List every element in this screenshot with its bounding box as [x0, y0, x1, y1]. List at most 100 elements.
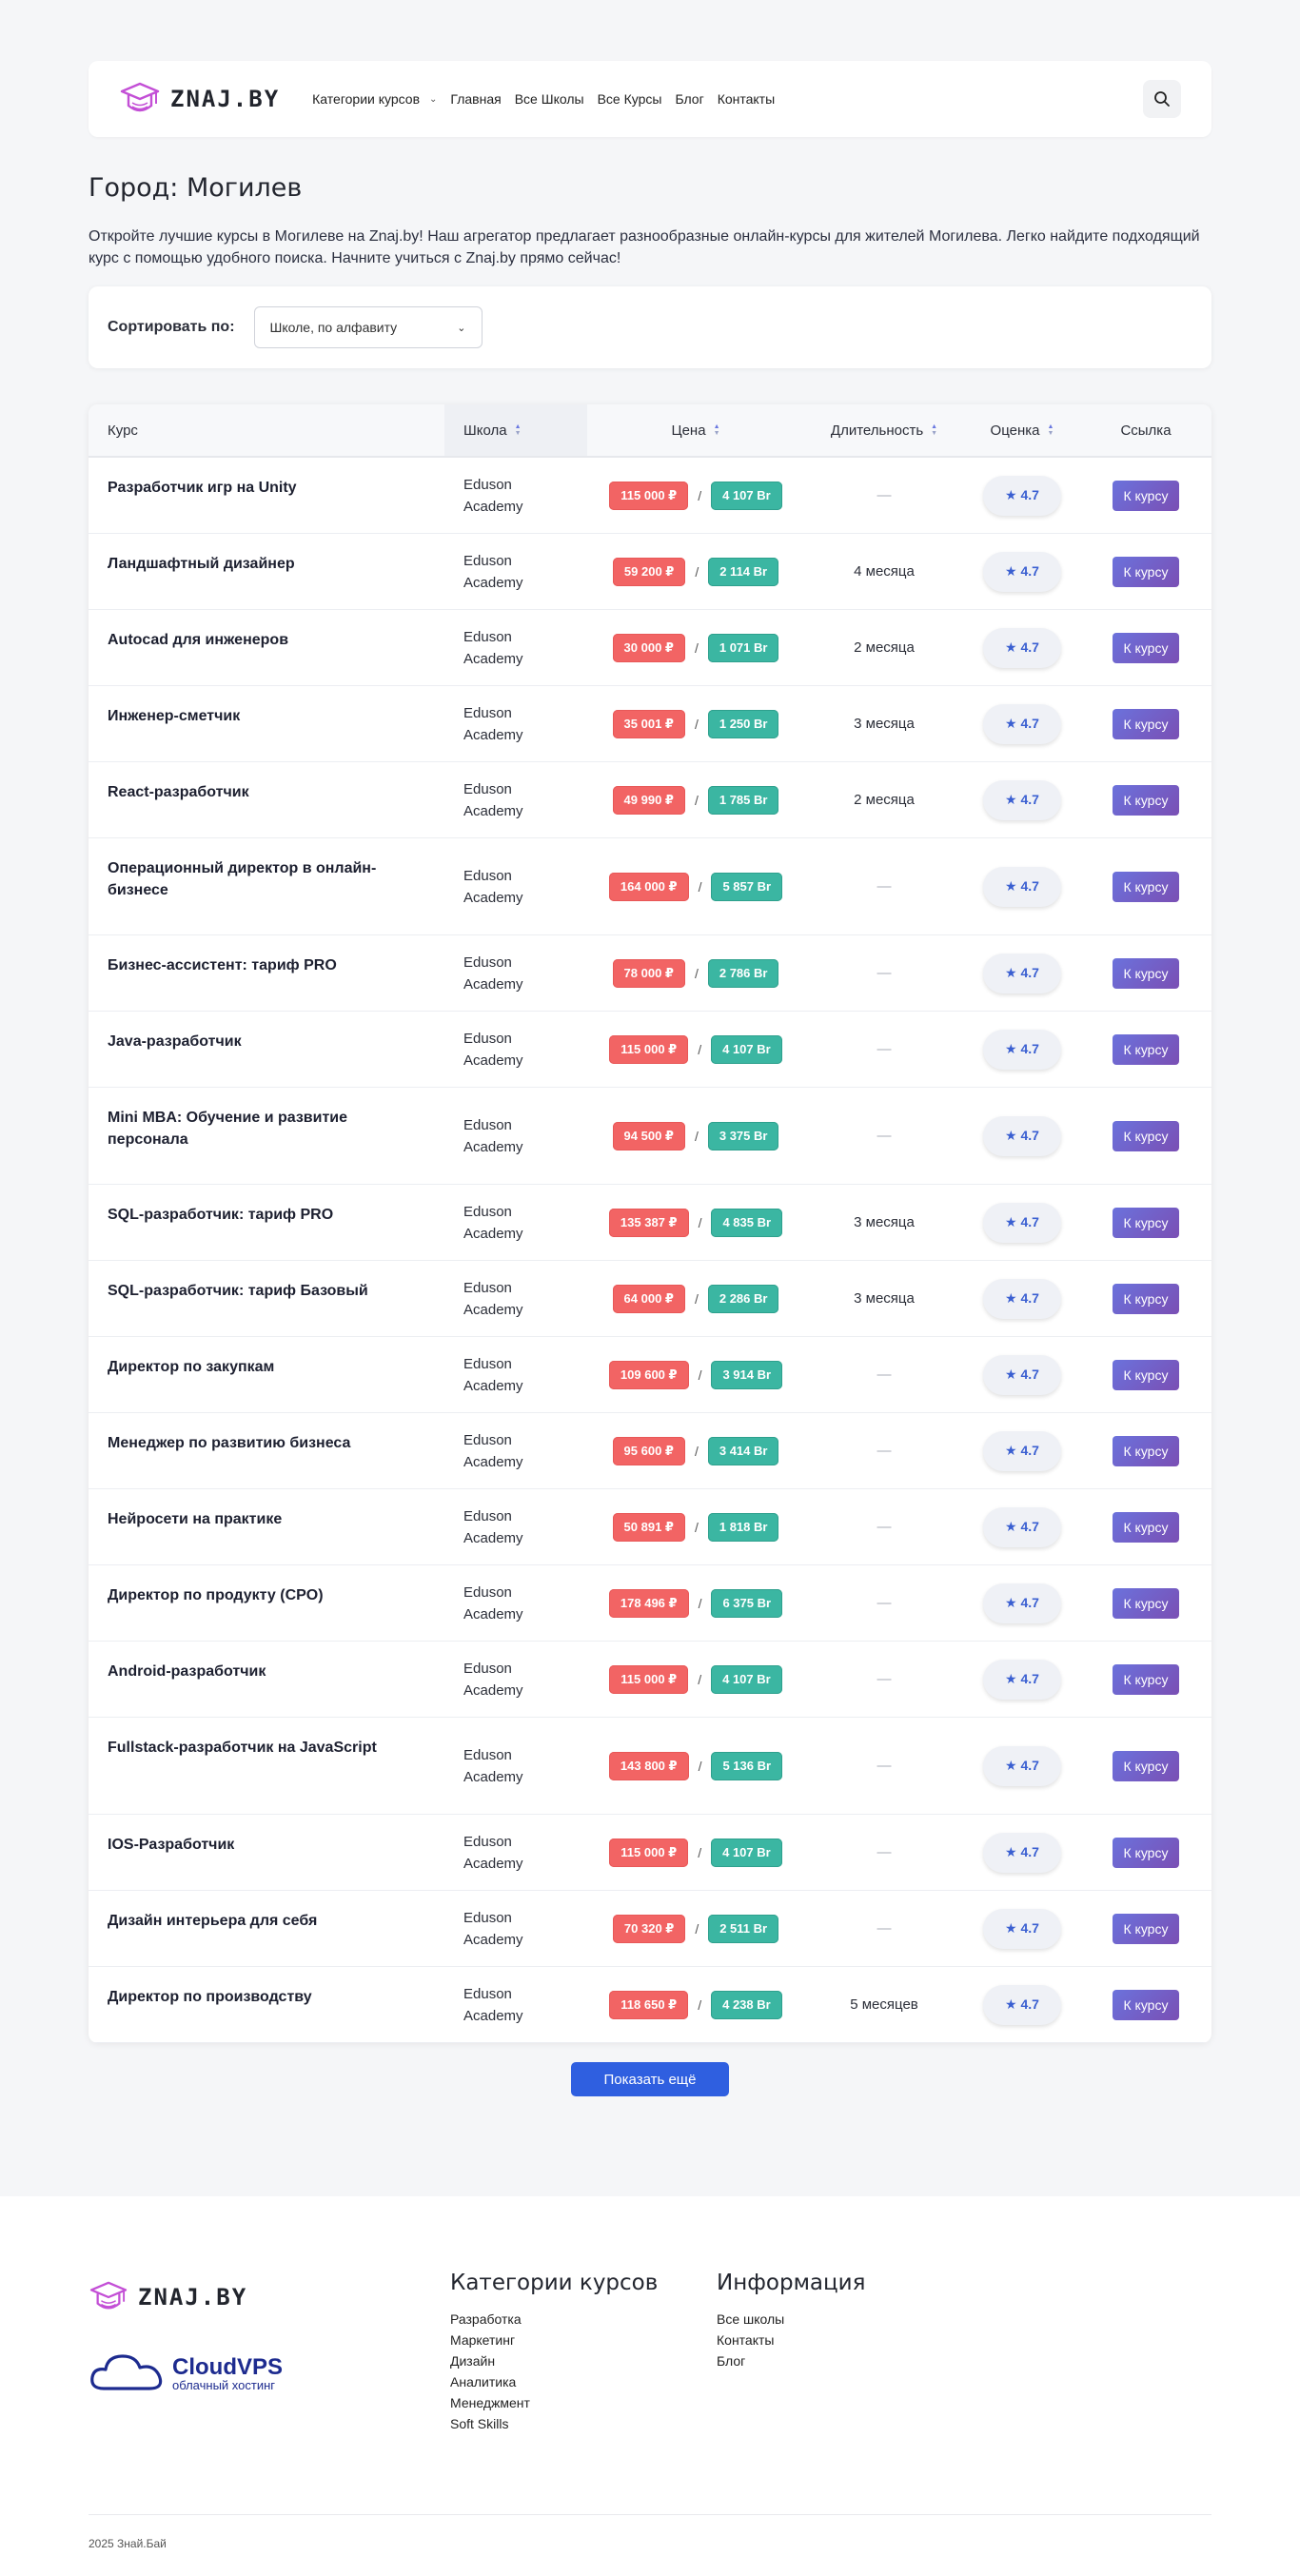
course-title-text: IOS-Разработчик [108, 1837, 235, 1853]
course-link-button[interactable]: К курсу [1112, 556, 1180, 587]
cloud-icon [90, 2354, 163, 2390]
footer-info-link[interactable]: Блог [717, 2353, 746, 2369]
rating-badge: ★ 4.7 [983, 1908, 1061, 1949]
course-link-button[interactable]: К курсу [1112, 632, 1180, 663]
copyright: 2025 Знай.Бай [89, 2537, 167, 2550]
course-link-button[interactable]: К курсу [1112, 871, 1180, 902]
school-name-text: Eduson Academy [463, 552, 523, 591]
course-title: Android-разработчик [89, 1642, 444, 1717]
price-cell: 178 496 ₽ / 6 375 Br [587, 1565, 804, 1641]
footer-logo[interactable]: ZNAJ.BY [89, 2280, 247, 2314]
school-name: Eduson Academy [444, 1413, 587, 1488]
course-link-button[interactable]: К курсу [1112, 1837, 1180, 1868]
footer-info-link[interactable]: Контакты [717, 2332, 775, 2348]
th-school[interactable]: Школа ▲ ▼ [444, 404, 587, 456]
footer-category-link[interactable]: Soft Skills [450, 2416, 509, 2431]
nav-home[interactable]: Главная [450, 91, 502, 107]
sort-label: Сортировать по: [108, 319, 235, 335]
course-link-button[interactable]: К курсу [1112, 1511, 1180, 1543]
rating-cell: ★ 4.7 [964, 1413, 1080, 1488]
search-button[interactable] [1143, 80, 1181, 118]
course-link-button[interactable]: К курсу [1112, 784, 1180, 816]
price-separator: / [694, 1519, 699, 1535]
duration-cell: — [804, 1337, 964, 1412]
school-name-text: Eduson Academy [463, 867, 523, 906]
nav-contacts[interactable]: Контакты [717, 91, 776, 107]
price-separator: / [695, 563, 699, 580]
rating-cell: ★ 4.7 [964, 458, 1080, 533]
course-link-button[interactable]: К курсу [1112, 1587, 1180, 1619]
price-pair: 143 800 ₽ / 5 136 Br [608, 1751, 783, 1780]
nav-all-schools[interactable]: Все Школы [514, 91, 584, 107]
th-rating[interactable]: Оценка ▲ ▼ [964, 404, 1080, 456]
school-name: Eduson Academy [444, 1718, 587, 1814]
price-cell: 115 000 ₽ / 4 107 Br [587, 1642, 804, 1717]
school-name: Eduson Academy [444, 686, 587, 761]
nav-categories[interactable]: Категории курсов ⌄ [312, 91, 437, 107]
table-row: SQL-разработчик: тариф PRO Eduson Academ… [89, 1185, 1211, 1261]
price-separator: / [694, 1290, 699, 1307]
table-row: Операционный директор в онлайн-бизнесе E… [89, 838, 1211, 935]
school-name-text: Eduson Academy [463, 704, 523, 743]
course-link-button[interactable]: К курсу [1112, 480, 1180, 511]
price-rub-badge: 115 000 ₽ [609, 481, 689, 510]
course-link-button[interactable]: К курсу [1112, 1750, 1180, 1781]
cloudvps-banner[interactable]: CloudVPS облачный хостинг [89, 2349, 283, 2392]
sort-select[interactable]: Школе, по алфавиту ⌄ [253, 306, 483, 348]
nav-blog[interactable]: Блог [675, 91, 704, 107]
duration-cell: — [804, 458, 964, 533]
price-cell: 94 500 ₽ / 3 375 Br [587, 1088, 804, 1184]
course-link-button[interactable]: К курсу [1112, 708, 1180, 739]
footer-info-title: Информация [717, 2271, 866, 2295]
table-row: Директор по закупкам Eduson Academy 109 … [89, 1337, 1211, 1413]
show-more-button[interactable]: Показать ещё [571, 2062, 729, 2096]
duration-value: — [877, 1128, 892, 1144]
course-link-button[interactable]: К курсу [1112, 1663, 1180, 1695]
duration-value: 4 месяца [854, 563, 915, 580]
footer-inner: ZNAJ.BY CloudVPS облачный хостинг Катего… [89, 2196, 1211, 2576]
price-pair: 115 000 ₽ / 4 107 Br [609, 1034, 782, 1064]
th-duration[interactable]: Длительность ▲ ▼ [804, 404, 964, 456]
price-byn-badge: 4 107 Br [711, 1838, 782, 1867]
duration-cell: — [804, 1012, 964, 1087]
duration-value: — [877, 1844, 892, 1860]
rating-cell: ★ 4.7 [964, 1489, 1080, 1564]
th-price[interactable]: Цена ▲ ▼ [587, 404, 804, 456]
cloudvps-title: CloudVPS [172, 2354, 284, 2380]
footer-categories-title: Категории курсов [450, 2271, 659, 2295]
course-title: Инженер-сметчик [89, 686, 444, 761]
th-course-label: Курс [108, 422, 138, 439]
school-name-text: Eduson Academy [463, 954, 523, 993]
price-cell: 78 000 ₽ / 2 786 Br [587, 935, 804, 1011]
course-link-button[interactable]: К курсу [1112, 1913, 1180, 1944]
course-link-button[interactable]: К курсу [1112, 1989, 1180, 2020]
sort-arrows-icon: ▲ ▼ [514, 423, 522, 437]
course-link-button[interactable]: К курсу [1112, 1033, 1180, 1065]
price-pair: 50 891 ₽ / 1 818 Br [612, 1512, 779, 1542]
table-row: SQL-разработчик: тариф Базовый Eduson Ac… [89, 1261, 1211, 1337]
footer-category-link[interactable]: Аналитика [450, 2374, 517, 2389]
rating-cell: ★ 4.7 [964, 1891, 1080, 1966]
course-link-button[interactable]: К курсу [1112, 1207, 1180, 1238]
footer-category-link[interactable]: Маркетинг [450, 2332, 516, 2348]
price-byn-badge: 4 107 Br [711, 1664, 782, 1694]
logo[interactable]: ZNAJ.BY [119, 81, 280, 117]
footer-category-link[interactable]: Разработка [450, 2311, 522, 2327]
duration-cell: — [804, 1815, 964, 1890]
duration-value: — [877, 1671, 892, 1687]
price-rub-badge: 30 000 ₽ [612, 633, 685, 662]
course-link-button[interactable]: К курсу [1112, 957, 1180, 989]
link-cell: К курсу [1080, 1718, 1211, 1814]
duration-cell: 5 месяцев [804, 1967, 964, 2042]
footer-category-link[interactable]: Менеджмент [450, 2395, 530, 2410]
nav-all-courses[interactable]: Все Курсы [597, 91, 662, 107]
footer-info-link[interactable]: Все школы [717, 2311, 785, 2327]
school-name: Eduson Academy [444, 1088, 587, 1184]
course-link-button[interactable]: К курсу [1112, 1435, 1180, 1466]
course-link-button[interactable]: К курсу [1112, 1359, 1180, 1390]
course-link-button[interactable]: К курсу [1112, 1120, 1180, 1151]
footer-category-link[interactable]: Дизайн [450, 2353, 496, 2369]
footer-divider [89, 2514, 1211, 2515]
course-link-button[interactable]: К курсу [1112, 1283, 1180, 1314]
duration-cell: — [804, 1565, 964, 1641]
